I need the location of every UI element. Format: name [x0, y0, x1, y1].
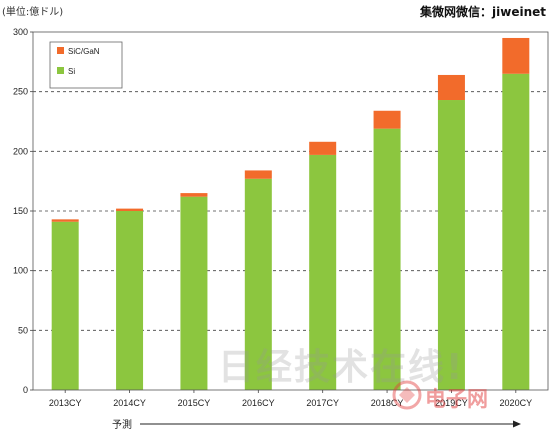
- unit-label: (単位:億ドル): [2, 7, 64, 18]
- bar-sic-gan-2014cy: [116, 208, 144, 211]
- y-tick-label: 0: [23, 385, 28, 395]
- bar-sic-gan-2019cy: [437, 74, 465, 101]
- x-tick-label: 2015CY: [178, 398, 211, 408]
- x-tick-label: 2017CY: [306, 398, 339, 408]
- y-tick-label: 250: [13, 87, 28, 97]
- bar-si-2013cy: [51, 221, 79, 390]
- bar-sic-gan-2013cy: [51, 219, 79, 222]
- x-tick-label: 2013CY: [49, 398, 82, 408]
- y-tick-label: 150: [13, 206, 28, 216]
- legend-entry: SiC/GaN: [68, 47, 100, 56]
- forecast-label: 予測: [112, 420, 132, 431]
- legend-swatch: [57, 47, 64, 54]
- y-tick-label: 200: [13, 146, 28, 156]
- bar-si-2014cy: [116, 211, 144, 390]
- bar-sic-gan-2018cy: [373, 110, 401, 129]
- watermark-text: 日经技术在线!: [218, 347, 465, 388]
- x-tick-label: 2018CY: [371, 398, 404, 408]
- x-tick-label: 2019CY: [435, 398, 468, 408]
- bar-sic-gan-2015cy: [180, 193, 208, 197]
- watermark-text-secondary: 电子网: [425, 387, 488, 411]
- legend-swatch: [57, 67, 64, 74]
- y-tick-label: 100: [13, 266, 28, 276]
- bar-sic-gan-2020cy: [502, 37, 530, 74]
- legend: SiC/GaN Si: [49, 41, 123, 89]
- y-tick-label: 300: [13, 27, 28, 37]
- legend-entry: Si: [68, 67, 75, 76]
- x-tick-label: 2020CY: [500, 398, 533, 408]
- bar-si-2015cy: [180, 196, 208, 390]
- y-tick-label: 50: [18, 325, 28, 335]
- forecast-arrow: [140, 420, 521, 428]
- x-tick-label: 2014CY: [113, 398, 146, 408]
- bar-si-2017cy: [309, 154, 337, 390]
- bar-sic-gan-2017cy: [309, 141, 337, 155]
- bar-sic-gan-2016cy: [244, 170, 272, 179]
- bar-si-2020cy: [502, 73, 530, 391]
- forecast-arrow-head-icon: [513, 420, 521, 428]
- source-label: 集微网微信：jiweinet: [420, 5, 546, 19]
- x-tick-label: 2016CY: [242, 398, 275, 408]
- bar-si-2016cy: [244, 178, 272, 390]
- watermark-logo-icon: [392, 380, 422, 410]
- bar-si-2019cy: [437, 100, 465, 391]
- bar-si-2018cy: [373, 128, 401, 390]
